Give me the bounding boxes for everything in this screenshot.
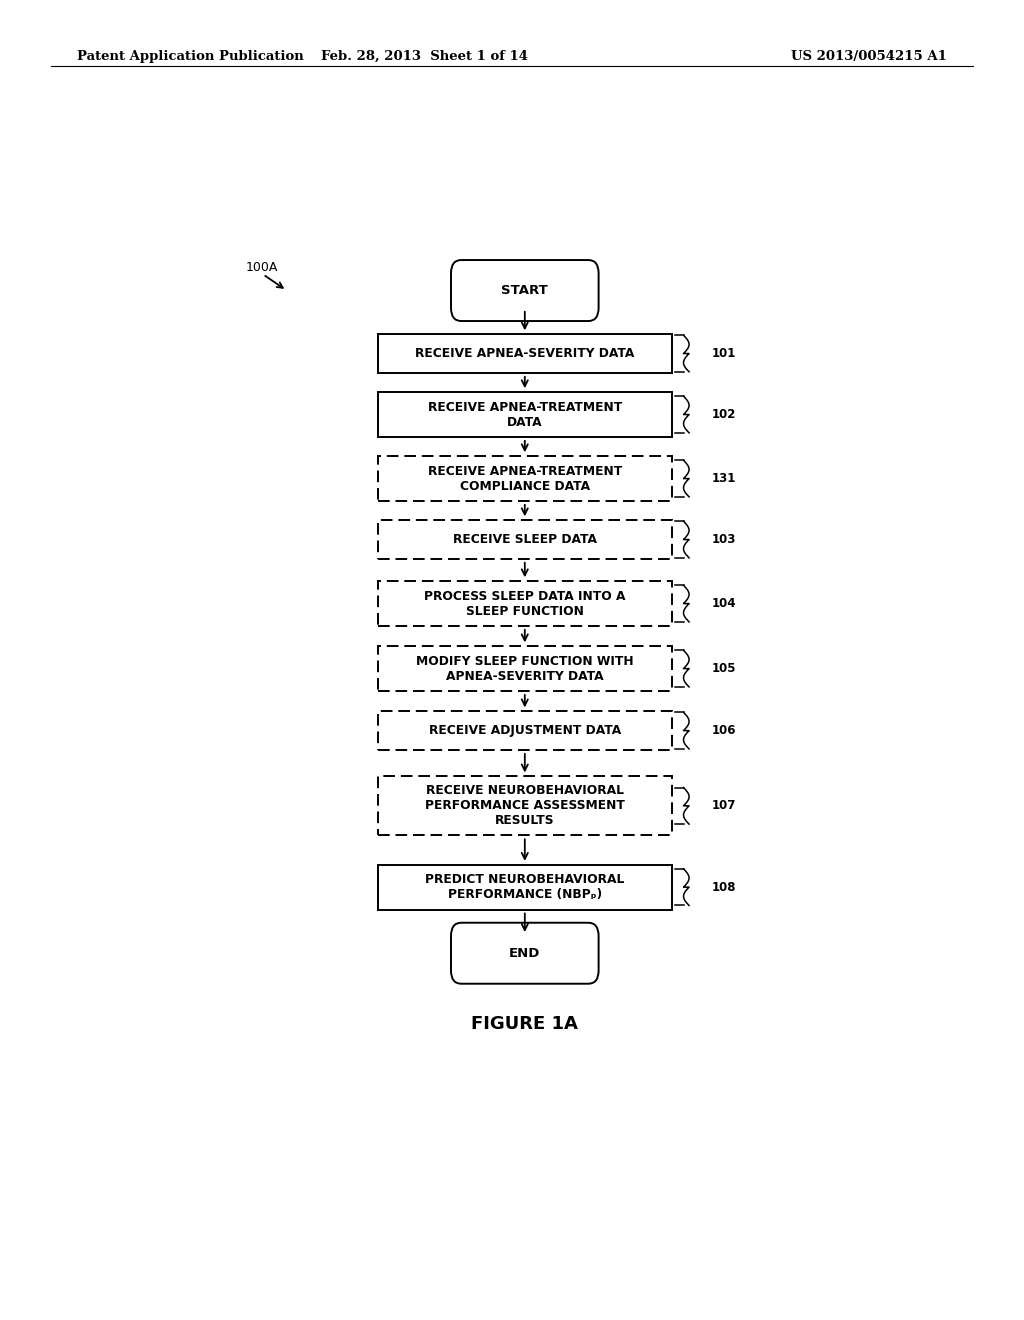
Bar bbox=[378, 457, 672, 500]
Text: RECEIVE APNEA-TREATMENT
DATA: RECEIVE APNEA-TREATMENT DATA bbox=[428, 400, 622, 429]
Text: 102: 102 bbox=[712, 408, 736, 421]
Bar bbox=[378, 334, 672, 372]
Text: Feb. 28, 2013  Sheet 1 of 14: Feb. 28, 2013 Sheet 1 of 14 bbox=[322, 50, 528, 63]
Text: 103: 103 bbox=[712, 533, 736, 546]
Text: Patent Application Publication: Patent Application Publication bbox=[77, 50, 303, 63]
Text: 108: 108 bbox=[712, 880, 736, 894]
Text: RECEIVE NEUROBEHAVIORAL
PERFORMANCE ASSESSMENT
RESULTS: RECEIVE NEUROBEHAVIORAL PERFORMANCE ASSE… bbox=[425, 784, 625, 828]
Text: 105: 105 bbox=[712, 663, 736, 675]
Text: END: END bbox=[509, 946, 541, 960]
Text: 101: 101 bbox=[712, 347, 736, 360]
Text: 100A: 100A bbox=[246, 260, 278, 273]
Text: 107: 107 bbox=[712, 800, 736, 812]
Text: MODIFY SLEEP FUNCTION WITH
APNEA-SEVERITY DATA: MODIFY SLEEP FUNCTION WITH APNEA-SEVERIT… bbox=[416, 655, 634, 682]
Text: RECEIVE SLEEP DATA: RECEIVE SLEEP DATA bbox=[453, 533, 597, 546]
Text: PREDICT NEUROBEHAVIORAL
PERFORMANCE (NBPₚ): PREDICT NEUROBEHAVIORAL PERFORMANCE (NBP… bbox=[425, 873, 625, 902]
FancyBboxPatch shape bbox=[451, 923, 599, 983]
Bar bbox=[378, 776, 672, 836]
Bar bbox=[378, 865, 672, 909]
Text: RECEIVE ADJUSTMENT DATA: RECEIVE ADJUSTMENT DATA bbox=[429, 725, 621, 737]
Text: FIGURE 1A: FIGURE 1A bbox=[471, 1015, 579, 1034]
Bar bbox=[378, 647, 672, 690]
Bar bbox=[378, 392, 672, 437]
Text: 106: 106 bbox=[712, 725, 736, 737]
Bar bbox=[378, 581, 672, 626]
FancyBboxPatch shape bbox=[451, 260, 599, 321]
Text: 131: 131 bbox=[712, 473, 736, 484]
Text: RECEIVE APNEA-SEVERITY DATA: RECEIVE APNEA-SEVERITY DATA bbox=[415, 347, 635, 360]
Text: START: START bbox=[502, 284, 548, 297]
Text: 104: 104 bbox=[712, 597, 736, 610]
Bar bbox=[378, 711, 672, 750]
Bar bbox=[378, 520, 672, 558]
Text: US 2013/0054215 A1: US 2013/0054215 A1 bbox=[792, 50, 947, 63]
Text: RECEIVE APNEA-TREATMENT
COMPLIANCE DATA: RECEIVE APNEA-TREATMENT COMPLIANCE DATA bbox=[428, 465, 622, 492]
Text: PROCESS SLEEP DATA INTO A
SLEEP FUNCTION: PROCESS SLEEP DATA INTO A SLEEP FUNCTION bbox=[424, 590, 626, 618]
